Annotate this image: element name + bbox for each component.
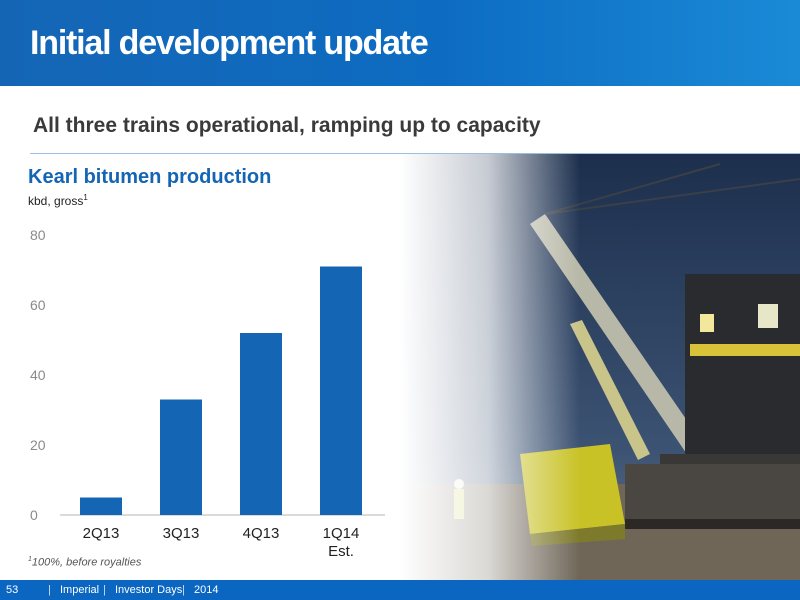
x-tick-label: 4Q13 [243,525,280,542]
y-tick-label: 60 [30,297,46,313]
page-number: 53 [6,584,19,596]
x-tick-label: 2Q13 [83,525,120,542]
mining-shovel-photo [400,154,800,580]
footnote: 1100%, before royalties [28,556,141,569]
x-tick-label: 1Q14 [323,525,360,542]
footnote-marker: 1 [28,556,32,563]
header-bar: Initial development update [0,0,800,86]
chart-title: Kearl bitumen production [28,166,272,188]
bar-4q13 [240,333,282,515]
bars [80,266,362,515]
bar-2q13 [80,497,122,515]
footer-year: 2014 [194,584,219,596]
x-tick-label: 3Q13 [163,525,200,542]
footer-event: Investor Days [115,584,183,596]
unit-label-text: kbd, gross [28,194,84,208]
y-tick-label: 20 [30,437,46,453]
y-tick-label: 0 [30,507,38,523]
footer-separator: | [182,584,185,596]
unit-footnote-marker: 1 [83,193,88,202]
y-axis-ticks: 0 20 40 60 80 [30,227,46,523]
footer-company: Imperial [60,584,100,596]
photo-illustration [400,154,800,580]
page-title: Initial development update [30,24,429,62]
bar-3q13 [160,399,202,515]
y-tick-label: 80 [30,227,46,243]
chart-unit-label: kbd, gross1 [28,193,88,208]
bar-1q14 [320,266,362,515]
divider [30,153,800,154]
footer-bar: 53 | Imperial | Investor Days | 2014 [0,580,800,600]
y-tick-label: 40 [30,367,46,383]
footnote-text: 100%, before royalties [31,556,142,569]
page-subtitle: All three trains operational, ramping up… [33,114,541,137]
footer-separator: | [103,584,106,596]
footer-separator: | [48,584,51,596]
x-tick-sublabel: Est. [328,543,354,560]
